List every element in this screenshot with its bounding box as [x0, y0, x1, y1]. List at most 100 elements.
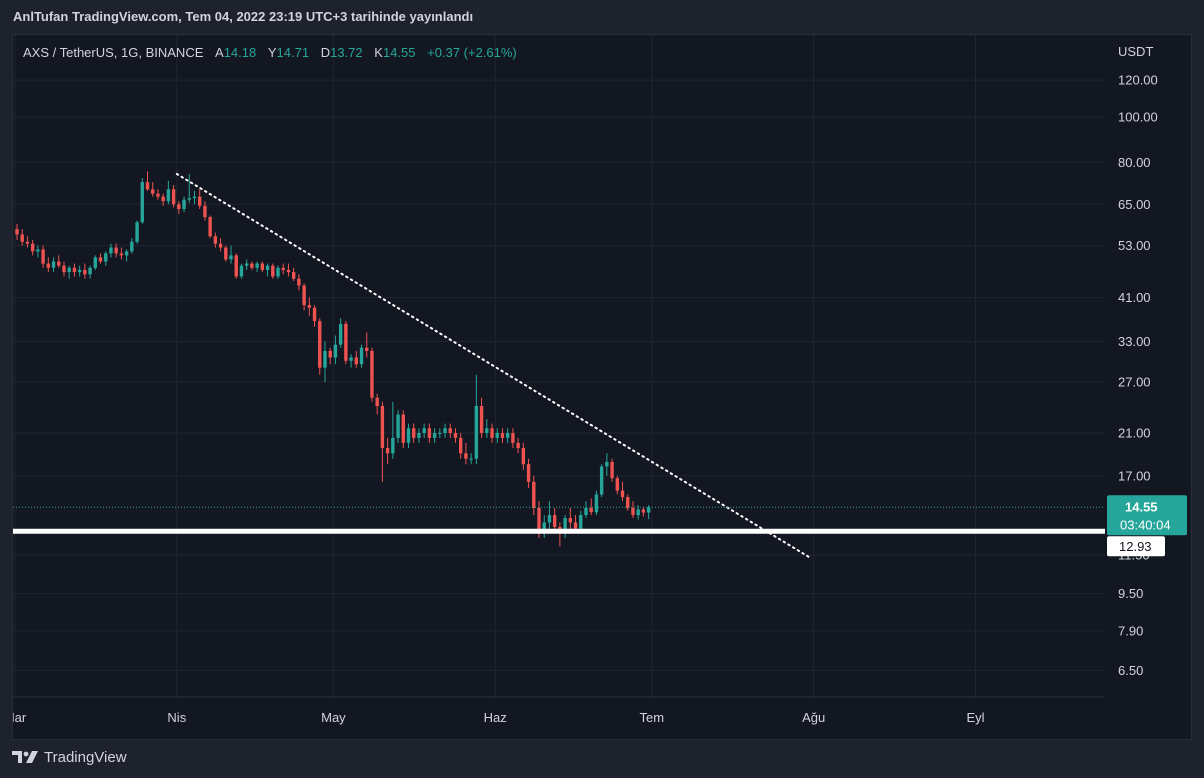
- candle-body[interactable]: [93, 257, 97, 268]
- candle-body[interactable]: [589, 507, 593, 513]
- candle-body[interactable]: [584, 507, 588, 516]
- candle-body[interactable]: [224, 247, 228, 260]
- candle-body[interactable]: [641, 509, 646, 513]
- candle-body[interactable]: [62, 265, 66, 273]
- candle-body[interactable]: [375, 397, 379, 406]
- candle-body[interactable]: [302, 285, 306, 306]
- candle-body[interactable]: [161, 196, 165, 202]
- candle-body[interactable]: [516, 442, 520, 449]
- candle-body[interactable]: [359, 347, 364, 365]
- candle-body[interactable]: [234, 255, 238, 277]
- candle-body[interactable]: [459, 437, 463, 454]
- candle-body[interactable]: [119, 253, 124, 256]
- candle-body[interactable]: [505, 433, 510, 438]
- candle-body[interactable]: [57, 261, 61, 266]
- candle-body[interactable]: [354, 357, 358, 365]
- candle-body[interactable]: [391, 437, 395, 454]
- candle-body[interactable]: [265, 265, 270, 270]
- candle-body[interactable]: [479, 405, 484, 434]
- candle-body[interactable]: [537, 507, 541, 531]
- candle-body[interactable]: [620, 490, 625, 498]
- candle-body[interactable]: [281, 267, 285, 270]
- candle-body[interactable]: [104, 253, 108, 262]
- candle-body[interactable]: [610, 461, 614, 479]
- candle-body[interactable]: [30, 243, 35, 252]
- candle-body[interactable]: [338, 323, 343, 345]
- candle-body[interactable]: [297, 278, 301, 286]
- candle-body[interactable]: [490, 428, 494, 438]
- candle-body[interactable]: [464, 453, 468, 459]
- candle-body[interactable]: [156, 193, 160, 197]
- candle-body[interactable]: [255, 263, 259, 268]
- candle-body[interactable]: [291, 272, 296, 279]
- chart-area[interactable]: USDT 120.00 100.00 80.00 65.00 53.00 41.00 33.0…: [12, 34, 1192, 740]
- candle-body[interactable]: [427, 428, 432, 438]
- candle-body[interactable]: [114, 247, 118, 254]
- candle-body[interactable]: [646, 507, 651, 513]
- candle-body[interactable]: [443, 428, 447, 434]
- candle-body[interactable]: [46, 263, 51, 268]
- candle-body[interactable]: [276, 267, 280, 277]
- candle-body[interactable]: [88, 267, 92, 275]
- candle-body[interactable]: [453, 433, 458, 438]
- chart-svg[interactable]: USDT 120.00 100.00 80.00 65.00 53.00 41.00 33.0…: [13, 35, 1191, 739]
- candle-body[interactable]: [417, 433, 421, 438]
- candle-body[interactable]: [218, 243, 223, 248]
- candle-body[interactable]: [365, 347, 369, 351]
- candle-body[interactable]: [151, 189, 155, 194]
- candle-body[interactable]: [385, 448, 390, 454]
- candle-body[interactable]: [568, 518, 573, 523]
- candle-body[interactable]: [552, 515, 557, 528]
- candle-body[interactable]: [636, 509, 640, 516]
- candle-body[interactable]: [182, 199, 186, 210]
- candle-body[interactable]: [20, 234, 24, 242]
- candle-body[interactable]: [328, 350, 332, 358]
- candle-body[interactable]: [406, 428, 411, 443]
- candle-body[interactable]: [542, 522, 546, 531]
- candle-body[interactable]: [438, 433, 442, 435]
- candle-body[interactable]: [599, 466, 604, 495]
- candle-body[interactable]: [77, 269, 82, 273]
- candle-body[interactable]: [239, 265, 244, 277]
- candle-body[interactable]: [198, 196, 202, 206]
- candle-body[interactable]: [171, 189, 176, 205]
- candle-body[interactable]: [25, 241, 30, 244]
- candle-body[interactable]: [208, 217, 212, 237]
- candle-body[interactable]: [130, 241, 134, 252]
- footer-brand[interactable]: TradingView: [12, 742, 127, 772]
- candle-body[interactable]: [631, 507, 635, 516]
- trendline[interactable]: [175, 172, 810, 558]
- candle-body[interactable]: [500, 433, 505, 438]
- candle-body[interactable]: [396, 414, 400, 438]
- candle-body[interactable]: [286, 269, 291, 273]
- candle-body[interactable]: [213, 236, 218, 244]
- candle-body[interactable]: [432, 433, 437, 438]
- candle-body[interactable]: [594, 494, 599, 513]
- candle-body[interactable]: [67, 267, 71, 273]
- candle-body[interactable]: [626, 497, 630, 508]
- candle-body[interactable]: [370, 350, 374, 398]
- candle-body[interactable]: [579, 515, 583, 529]
- candle-body[interactable]: [36, 249, 40, 252]
- candle-body[interactable]: [469, 458, 473, 460]
- candle-body[interactable]: [547, 515, 552, 523]
- candle-body[interactable]: [344, 323, 348, 361]
- candle-body[interactable]: [412, 428, 416, 438]
- candle-body[interactable]: [250, 263, 254, 268]
- candle-body[interactable]: [124, 251, 129, 256]
- candle-body[interactable]: [229, 255, 233, 260]
- candle-body[interactable]: [72, 267, 77, 273]
- candle-body[interactable]: [422, 428, 426, 434]
- candle-body[interactable]: [203, 205, 207, 218]
- candle-body[interactable]: [448, 428, 452, 434]
- candle-body[interactable]: [187, 198, 191, 200]
- candle-body[interactable]: [271, 265, 275, 277]
- legend-symbol[interactable]: AXS / TetherUS, 1G, BINANCE: [23, 45, 204, 60]
- candle-body[interactable]: [485, 428, 489, 434]
- candle-body[interactable]: [244, 263, 249, 266]
- candle-body[interactable]: [145, 182, 150, 190]
- candle-body[interactable]: [135, 222, 139, 242]
- candle-body[interactable]: [98, 257, 103, 262]
- candle-body[interactable]: [380, 405, 385, 449]
- candle-body[interactable]: [312, 307, 317, 322]
